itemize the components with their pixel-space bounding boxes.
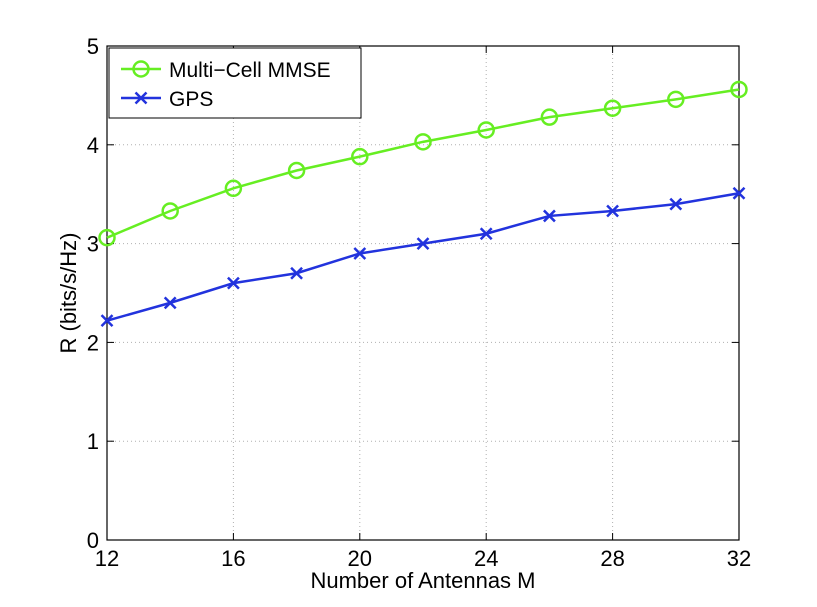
data-point	[351, 147, 369, 166]
data-point	[667, 90, 685, 109]
data-point	[603, 99, 622, 117]
data-point	[414, 133, 432, 151]
x-tick-label: 28	[600, 546, 624, 571]
data-point	[540, 108, 559, 126]
legend-marker	[134, 91, 148, 105]
series-multi-cell-mmse	[98, 80, 748, 247]
data-point	[353, 247, 367, 260]
data-point	[477, 121, 495, 139]
legend-label: Multi−Cell MMSE	[169, 59, 331, 82]
data-point	[669, 197, 683, 211]
data-point	[416, 237, 430, 250]
y-tick-label: 4	[87, 133, 99, 158]
y-tick-label: 0	[87, 528, 99, 553]
data-point	[163, 296, 177, 310]
data-point	[479, 227, 493, 241]
axis-ticks	[106, 45, 740, 541]
legend-label: GPS	[169, 88, 213, 111]
series-gps	[100, 186, 746, 328]
data-point	[98, 228, 116, 247]
y-tick-label: 1	[87, 429, 99, 454]
data-point	[730, 80, 748, 99]
y-tick-label: 2	[87, 330, 99, 355]
data-point	[290, 266, 303, 280]
y-axis-label: R (bits/s/Hz)	[56, 233, 81, 354]
series-line	[106, 88, 740, 239]
x-tick-label: 16	[221, 546, 245, 571]
x-axis-label: Number of Antennas M	[310, 568, 535, 593]
x-tick-label: 20	[348, 546, 372, 571]
data-point	[161, 202, 179, 220]
y-tick-label: 5	[87, 34, 99, 59]
x-tick-label: 12	[95, 546, 119, 571]
series-layer	[98, 80, 748, 328]
legend: Multi−Cell MMSE GPS	[108, 47, 362, 119]
x-tick-label: 32	[727, 546, 751, 571]
data-point	[227, 276, 240, 290]
legend-marker	[132, 60, 150, 78]
data-point	[732, 186, 746, 200]
legend-box	[108, 47, 362, 119]
data-point	[100, 314, 114, 328]
data-point	[224, 179, 243, 198]
data-point	[287, 161, 306, 180]
data-point	[543, 209, 556, 223]
x-tick-label: 24	[474, 546, 498, 571]
plot-area-frame	[106, 45, 740, 541]
y-tick-label: 3	[87, 232, 99, 257]
data-point	[606, 204, 619, 218]
